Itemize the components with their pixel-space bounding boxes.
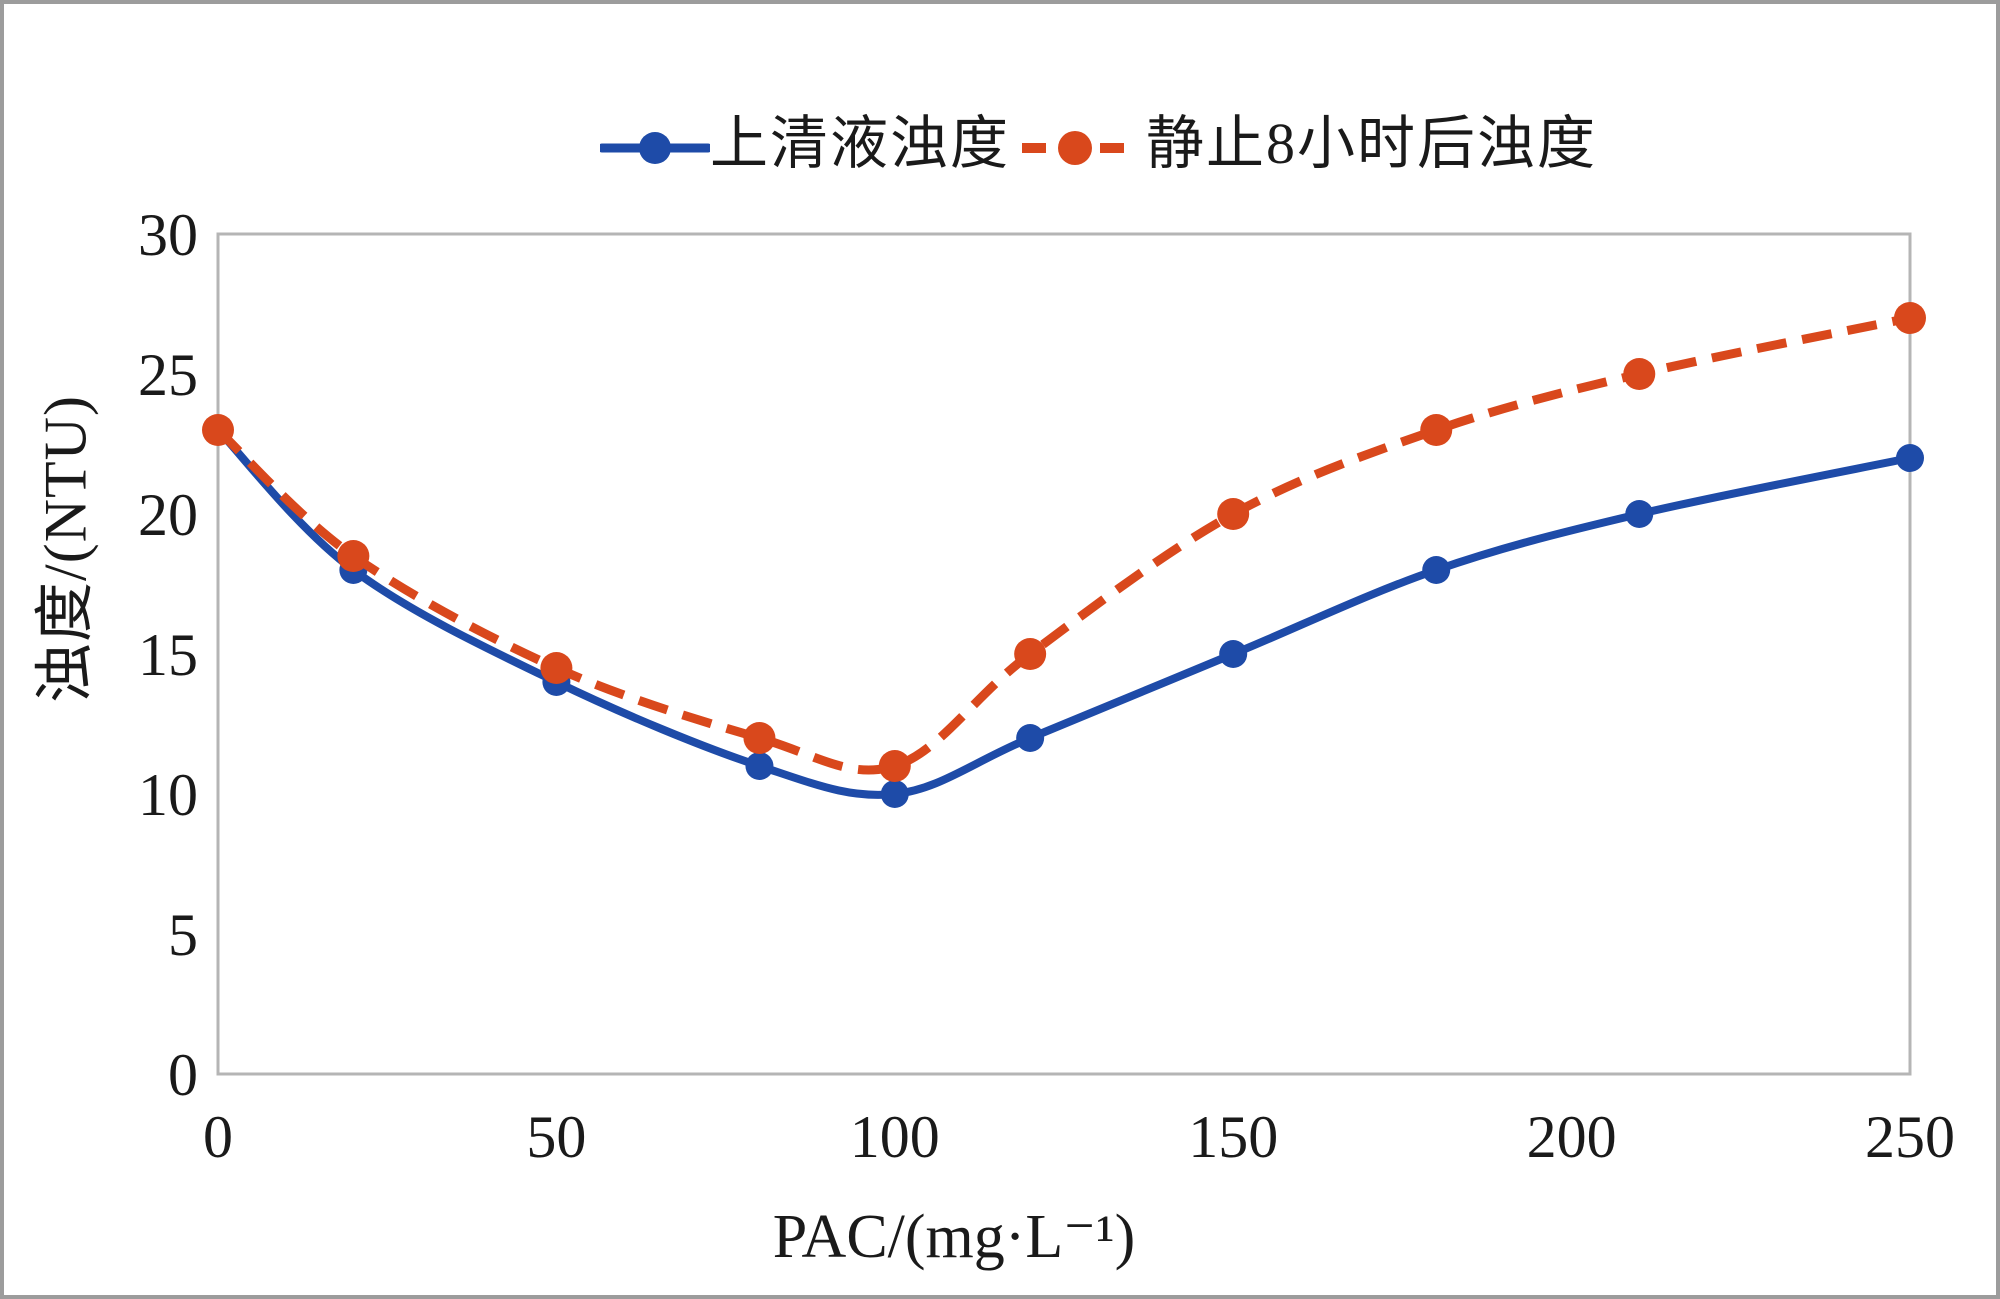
series-marker-supernatant [1016,724,1045,752]
y-tick-label: 20 [138,482,198,548]
series-marker-supernatant [1896,444,1924,472]
legend-label-supernatant: 上清液浊度 [710,111,1011,176]
series-marker-after-8h [1217,498,1250,530]
series-line-after-8h [214,313,1911,775]
legend-sample-solid-line-icon [600,132,710,164]
series-marker-after-8h [1623,358,1656,390]
series-marker-supernatant [745,752,774,780]
chart-legend: 上清液浊度 静止8小时后浊度 [600,108,1597,180]
series-marker-after-8h [1014,638,1047,670]
x-tick-label: 0 [203,1104,233,1170]
series-marker-supernatant [1422,556,1451,584]
legend-label-after-8h: 静止8小时后浊度 [1146,111,1598,176]
y-tick-label: 10 [138,762,198,828]
legend-item-after-8h: 静止8小时后浊度 [1010,108,1597,180]
y-tick-label: 0 [168,1042,198,1108]
y-tick-label: 25 [138,342,198,408]
series-marker-after-8h [743,722,776,754]
series-marker-after-8h [878,750,911,782]
y-tick-label: 5 [168,902,198,968]
x-tick-label: 150 [1188,1104,1278,1170]
chart-plot-area: 0 5 10 15 20 25 30 0 50 100 150 200 250 [138,202,1955,1170]
series-marker-after-8h [1420,414,1453,446]
y-tick-label: 15 [138,622,198,688]
series-marker-supernatant [1625,500,1654,528]
axis-frame [216,232,1912,1076]
x-tick-label: 100 [850,1104,940,1170]
series-marker-supernatant [1219,640,1248,668]
series-marker-supernatant [880,780,909,808]
series-marker-after-8h [1894,302,1926,334]
x-tick-label: 250 [1865,1104,1955,1170]
series-marker-after-8h [337,540,370,572]
legend-item-supernatant: 上清液浊度 [600,108,1010,180]
y-axis-title: 浊度/(NTU) [32,395,99,703]
y-tick-label: 30 [138,202,198,268]
x-tick-label: 50 [526,1104,586,1170]
series-line-supernatant [214,426,1914,799]
legend-sample-dashed-line-icon [1022,131,1129,165]
x-axis-title: PAC/(mg·L⁻¹) [772,1203,1136,1271]
series-marker-after-8h [202,414,234,446]
x-tick-label: 200 [1527,1104,1617,1170]
series-marker-after-8h [540,652,573,684]
